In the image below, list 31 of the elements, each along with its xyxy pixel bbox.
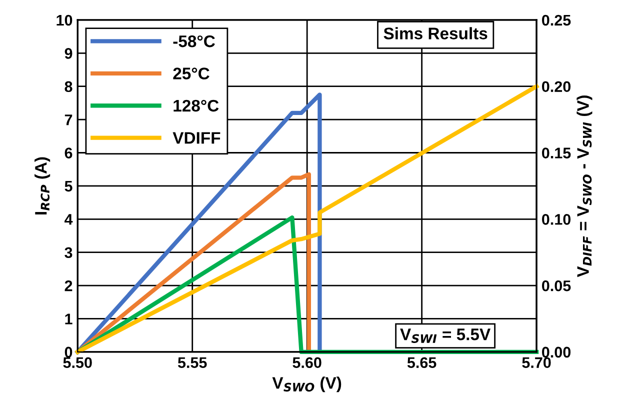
y2-tick-label: 0.05 bbox=[542, 280, 571, 292]
y-tick-label: 4 bbox=[64, 214, 73, 225]
x-tick-label: 5.55 bbox=[178, 357, 207, 368]
y-tick-label: 3 bbox=[64, 247, 72, 258]
legend-label: 128°C bbox=[174, 100, 219, 112]
annotation: V$_{SWI}$ = 5.5V bbox=[400, 328, 490, 344]
y-axis-title: I$_{RCP}$ (A) bbox=[34, 157, 50, 214]
y2-tick-label: 0.00 bbox=[542, 346, 571, 358]
y-tick-label: 0 bbox=[64, 346, 72, 358]
y-tick-label: 8 bbox=[64, 81, 72, 92]
y2-tick-label: 0.10 bbox=[542, 214, 571, 225]
legend-label: -58°C bbox=[173, 35, 215, 48]
x-tick-label: 5.70 bbox=[522, 357, 551, 368]
legend-label: VDIFF bbox=[172, 132, 220, 144]
y-tick-label: 5 bbox=[64, 180, 72, 192]
y-tick-label: 9 bbox=[64, 48, 72, 59]
annotation: Sims Results bbox=[384, 27, 488, 40]
legend-label: 25°C bbox=[173, 68, 210, 80]
x-tick-label: 5.65 bbox=[407, 357, 436, 368]
y-tick-label: 6 bbox=[64, 148, 72, 158]
x-tick-label: 5.60 bbox=[292, 357, 322, 368]
x-tick-label: 5.50 bbox=[63, 357, 92, 368]
y-tick-label: 7 bbox=[64, 114, 72, 126]
y-tick-label: 1 bbox=[65, 314, 72, 324]
y-tick-label: 2 bbox=[64, 280, 72, 292]
x-axis-title: V$_{SWO}$ (V) bbox=[272, 376, 342, 392]
y2-tick-label: 0.20 bbox=[542, 81, 571, 92]
y2-axis-title: V$_{DIFF}$ = V$_{SWO}$ - V$_{SWI}$ (V) bbox=[576, 96, 592, 278]
y-tick-label: 10 bbox=[56, 14, 72, 26]
y2-tick-label: 0.25 bbox=[542, 14, 571, 26]
y2-tick-label: 0.15 bbox=[542, 148, 571, 158]
